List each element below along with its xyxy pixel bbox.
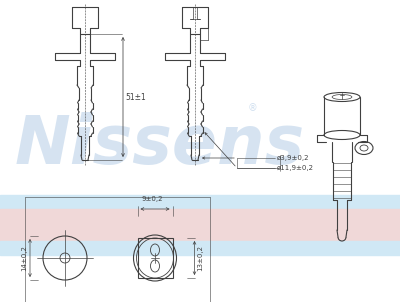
Bar xyxy=(138,238,172,278)
Bar xyxy=(0,241,400,255)
Bar xyxy=(0,195,400,209)
Text: ø11,9±0,2: ø11,9±0,2 xyxy=(277,165,314,171)
Bar xyxy=(0,209,400,241)
Text: 13±0,2: 13±0,2 xyxy=(198,245,204,271)
Text: Nissens: Nissens xyxy=(15,112,305,178)
Text: 51±1: 51±1 xyxy=(125,92,146,101)
Text: ø3,9±0,2: ø3,9±0,2 xyxy=(277,155,310,161)
Text: 14±0,2: 14±0,2 xyxy=(21,245,27,271)
Text: ®: ® xyxy=(248,103,258,113)
Text: 9±0,2: 9±0,2 xyxy=(141,196,163,202)
